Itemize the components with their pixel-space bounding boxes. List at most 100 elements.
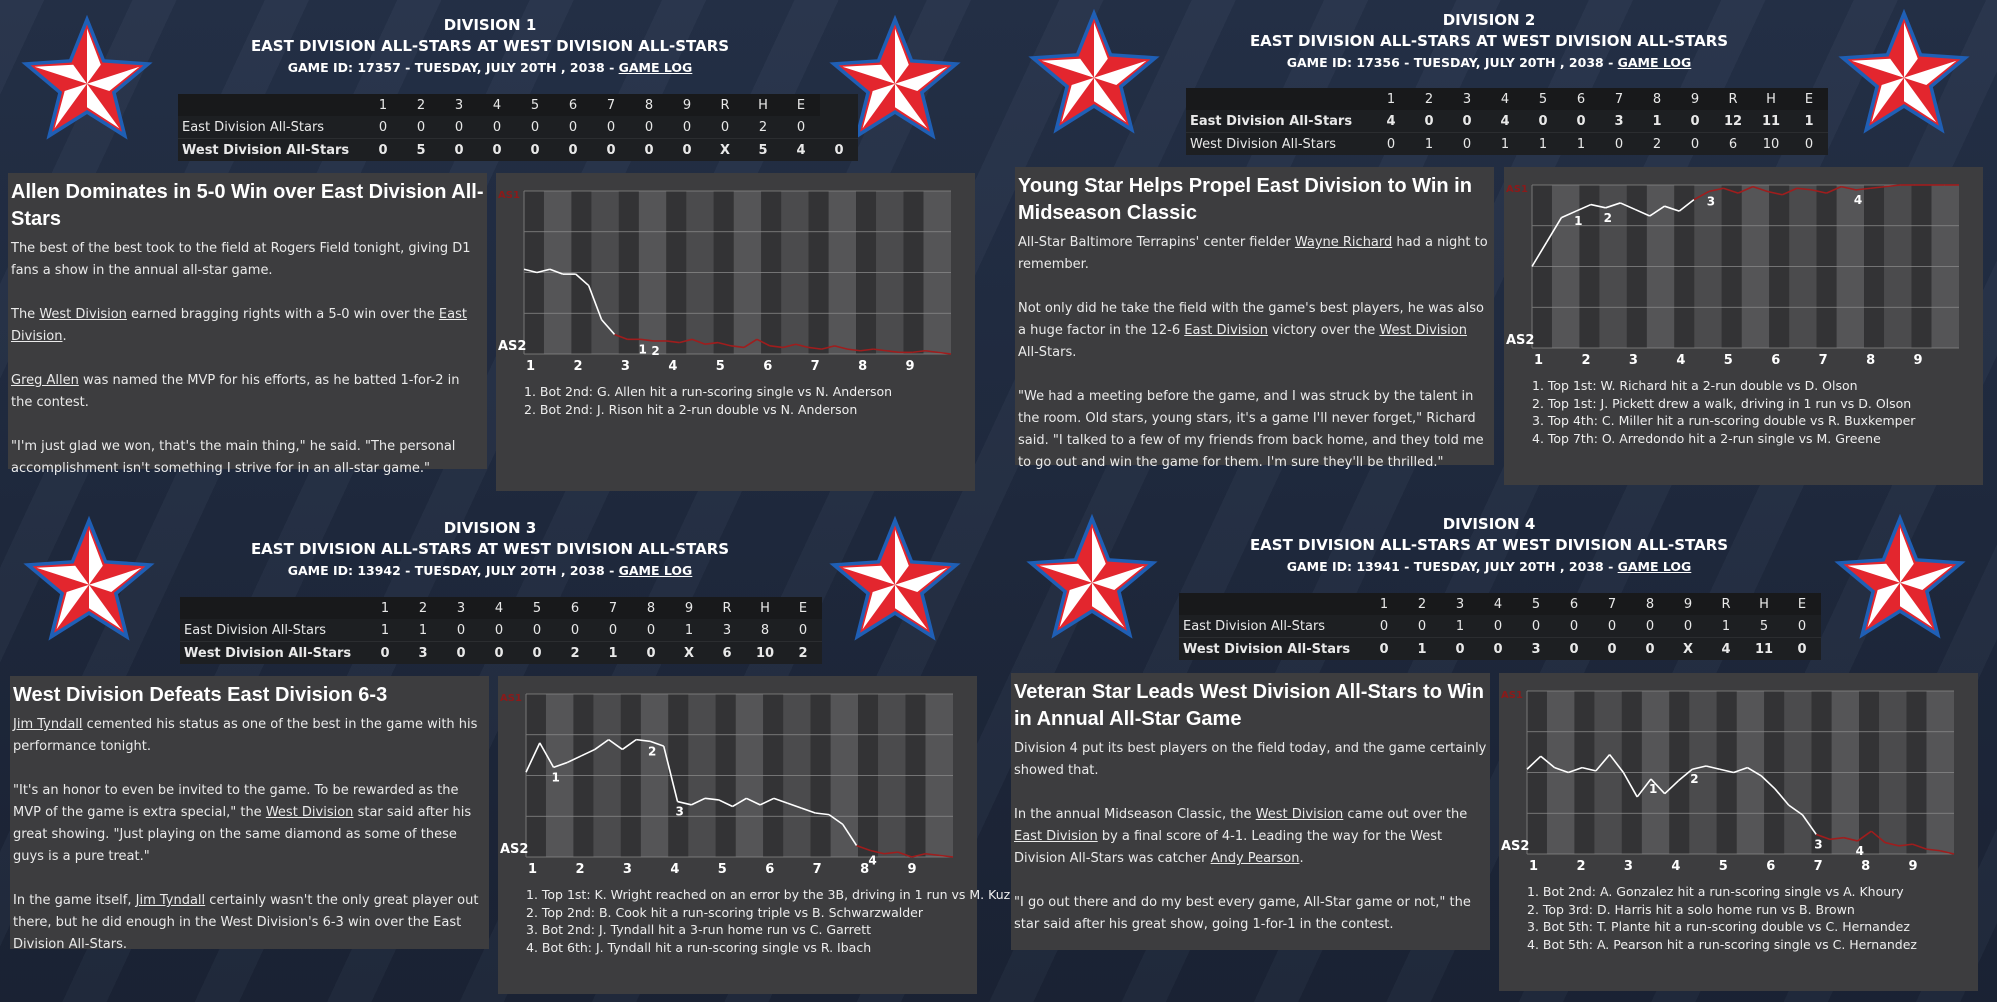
box-score-cell: 0	[668, 138, 706, 161]
wp-line-segment	[1575, 203, 1592, 212]
x-tick-label: 1	[1534, 353, 1543, 368]
box-score-cell: 2	[758, 119, 768, 135]
article-link[interactable]: Andy Pearson	[1210, 851, 1300, 866]
box-score-cell: 11	[1761, 113, 1781, 129]
x-tick-label: 7	[813, 862, 822, 877]
team-name[interactable]: West Division All-Stars	[178, 138, 364, 161]
wp-line-segment	[1788, 804, 1803, 816]
wp-line-segment	[746, 797, 761, 806]
axis-label-top: AS1	[1501, 690, 1523, 701]
article-text: The	[11, 307, 40, 322]
box-score-cell: 0	[532, 622, 542, 638]
article-text: earned bragging rights with a 5-0 win ov…	[126, 307, 439, 322]
wp-line-segment	[1781, 187, 1798, 196]
wp-line-segment	[769, 345, 783, 349]
box-score-cell: 0	[1448, 132, 1486, 155]
game-log-link[interactable]: GAME LOG	[618, 563, 693, 578]
wp-line-segment	[1774, 788, 1790, 806]
box-score-cell: 1	[1562, 132, 1600, 155]
box-score-cell: 0	[456, 622, 466, 638]
article-link[interactable]: East Division	[1014, 829, 1098, 844]
team-name[interactable]: East Division All-Stars	[182, 119, 325, 135]
article-link[interactable]: West Division	[265, 805, 354, 820]
box-score-cell: 0	[644, 119, 654, 135]
article-link[interactable]: Wayne Richard	[1294, 235, 1393, 250]
team-name[interactable]: East Division All-Stars	[184, 622, 327, 638]
wp-line-segment	[1855, 187, 1871, 191]
wp-annotation: 3	[676, 805, 684, 819]
wp-line-segment	[1926, 848, 1941, 852]
box-score-cell: 0	[1479, 637, 1517, 660]
box-score-cell: 0	[1600, 132, 1638, 155]
wp-line-segment	[718, 799, 733, 808]
article-headline: Veteran Star Leads West Division All-Sta…	[1014, 681, 1484, 730]
x-tick-label: 3	[623, 862, 632, 877]
wp-line-segment	[1829, 836, 1844, 841]
box-header-team	[1186, 88, 1372, 110]
box-header-cell: H	[1752, 88, 1790, 110]
article-link[interactable]: West Division	[39, 307, 127, 322]
box-header-cell: 9	[668, 94, 706, 116]
box-header-cell: 7	[594, 597, 632, 619]
box-header-cell: 5	[518, 597, 556, 619]
x-tick-label: 2	[1576, 859, 1585, 874]
article-link[interactable]: West Division	[1379, 323, 1467, 338]
box-score-cell: 0	[1576, 113, 1586, 129]
article-link[interactable]: Greg Allen	[11, 373, 79, 388]
x-tick-label: 1	[528, 862, 537, 877]
wp-line-segment	[801, 807, 816, 814]
wp-annotation: 4	[1854, 193, 1862, 207]
article-link[interactable]: Jim Tyndall	[13, 717, 83, 732]
article-text: In the game itself,	[13, 893, 136, 908]
box-score-cell: 0	[1555, 637, 1593, 660]
team-name[interactable]: West Division All-Stars	[1186, 132, 1372, 155]
box-score-cell: 1	[1455, 618, 1465, 634]
x-tick-label: 4	[1671, 859, 1680, 874]
box-header-cell: 2	[1403, 593, 1441, 615]
team-name[interactable]: East Division All-Stars	[1183, 618, 1326, 634]
wp-line-segment	[782, 343, 796, 349]
article-text: by a final score of 4-1. Leading the way…	[1014, 829, 1443, 866]
box-score-cell: 6	[708, 641, 746, 664]
article-link[interactable]: East Division	[11, 307, 467, 344]
x-tick-label: 6	[1766, 859, 1775, 874]
article-text: was named the MVP for his efforts, as he…	[11, 373, 460, 410]
wp-line-segment	[677, 800, 692, 806]
axis-label-bottom: AS2	[500, 842, 528, 857]
box-score-cell: 0	[554, 138, 592, 161]
wp-annotation: 2	[1690, 772, 1698, 786]
box-header-cell: 6	[1562, 88, 1600, 110]
division-title: DIVISION 3	[443, 519, 537, 537]
wp-line-segment	[1898, 843, 1913, 847]
box-score-cell: 0	[630, 138, 668, 161]
star-logo-left	[1026, 513, 1158, 639]
team-name[interactable]: West Division All-Stars	[180, 641, 366, 664]
article-link[interactable]: Jim Tyndall	[135, 893, 206, 908]
division-title: DIVISION 1	[443, 16, 537, 34]
game-log-link[interactable]: GAME LOG	[1617, 559, 1692, 574]
key-play-item: 3. Bot 2nd: J. Tyndall hit a 3-run home …	[526, 922, 872, 937]
wp-line-segment	[884, 851, 898, 855]
article-paragraph: "I go out there and do my best every gam…	[1014, 892, 1487, 936]
article-link[interactable]: East Division	[1184, 323, 1268, 338]
team-name[interactable]: East Division All-Stars	[1190, 113, 1353, 129]
team-name[interactable]: West Division All-Stars	[1179, 637, 1365, 660]
box-score-cell: 0	[492, 119, 502, 135]
wp-line-segment	[601, 319, 616, 335]
game-log-link[interactable]: GAME LOG	[1617, 55, 1692, 70]
wp-line-segment	[860, 348, 874, 352]
article-text: "We had a meeting before the game, and I…	[1018, 389, 1484, 470]
wp-line-segment	[842, 823, 858, 847]
key-play-item: 1. Bot 2nd: A. Gonzalez hit a run-scorin…	[1527, 884, 1904, 899]
article-paragraph: Jim Tyndall cemented his status as one o…	[13, 714, 486, 758]
game-log-link[interactable]: GAME LOG	[618, 60, 693, 75]
x-tick-label: 1	[526, 359, 535, 374]
article-link[interactable]: West Division	[1255, 807, 1344, 822]
box-score-cell: 1	[1804, 113, 1814, 129]
box-score-cell: 4	[1386, 113, 1396, 129]
wp-line-segment	[756, 338, 771, 347]
box-score-cell: 3	[722, 622, 732, 638]
box-score-cell: 0	[1424, 113, 1434, 129]
x-tick-label: 9	[1909, 859, 1918, 874]
